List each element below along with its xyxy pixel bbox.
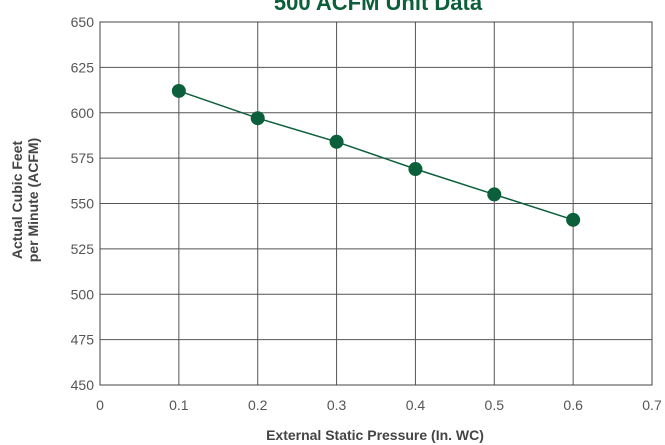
data-point <box>487 187 502 202</box>
y-tick-label: 525 <box>71 241 95 257</box>
x-tick-label: 0.5 <box>485 397 505 413</box>
y-tick-label: 600 <box>71 105 95 121</box>
y-tick-label: 575 <box>71 150 95 166</box>
data-point <box>566 212 581 227</box>
x-tick-label: 0.2 <box>248 397 268 413</box>
x-tick-label: 0.4 <box>406 397 426 413</box>
data-point <box>329 134 344 149</box>
y-tick-label: 550 <box>71 196 95 212</box>
data-point <box>171 83 186 98</box>
chart-title: 500 ACFM Unit Data <box>274 0 483 15</box>
y-tick-label: 475 <box>71 332 95 348</box>
x-tick-label: 0.6 <box>563 397 583 413</box>
plot-frame <box>99 21 653 386</box>
y-tick-label: 625 <box>71 59 95 75</box>
y-axis-title-line-1: Actual Cubic Feet <box>9 141 25 260</box>
y-tick-label: 650 <box>71 14 95 30</box>
x-tick-label: 0 <box>96 397 104 413</box>
series-line <box>178 90 574 221</box>
y-axis-title-line-2: per Minute (ACFM) <box>25 138 41 262</box>
x-tick-label: 0.7 <box>642 397 662 413</box>
series-layer <box>171 83 581 227</box>
x-axis-title: External Static Pressure (In. WC) <box>266 427 484 443</box>
y-tick-label: 500 <box>71 286 95 302</box>
data-point <box>408 162 423 177</box>
y-tick-labels: 450 475 500 525 550 575 600 625 650 <box>71 14 95 393</box>
y-tick-label: 450 <box>71 377 95 393</box>
data-point <box>250 111 265 126</box>
y-axis-title: Actual Cubic Feet per Minute (ACFM) <box>9 138 41 262</box>
x-tick-label: 0.1 <box>169 397 189 413</box>
x-tick-labels: 0 0.1 0.2 0.3 0.4 0.5 0.6 0.7 <box>96 397 662 413</box>
x-tick-label: 0.3 <box>327 397 347 413</box>
grid <box>99 21 653 386</box>
